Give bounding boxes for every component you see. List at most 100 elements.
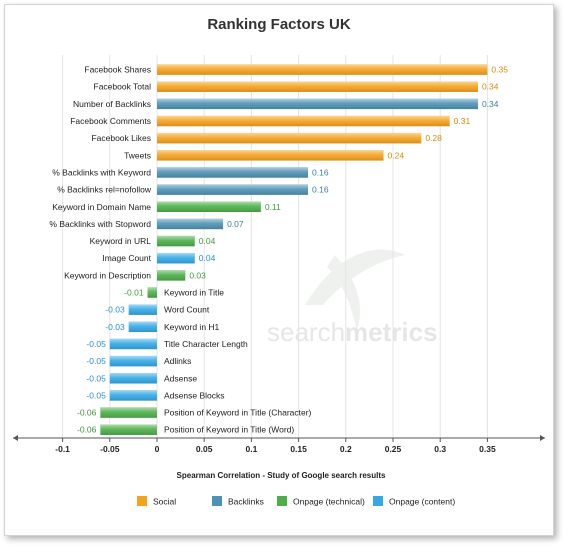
bar-position-of-keyword-in-title-character: Position of Keyword in Title (Character)… <box>77 407 312 418</box>
legend-swatch <box>137 496 147 506</box>
value-label: 0.04 <box>199 253 216 263</box>
bar-facebook-likes: Facebook Likes 0.28 <box>91 132 442 144</box>
legend-label: Social <box>153 497 176 507</box>
bar-gloss <box>157 201 261 213</box>
bar-gloss <box>147 287 157 298</box>
category-label: Facebook Likes <box>91 133 151 143</box>
bar-number-of-backlinks: Number of Backlinks 0.34 <box>73 98 499 110</box>
bar-keyword-in-title: Keyword in Title -0.01 <box>124 287 224 298</box>
value-label: 0.11 <box>265 202 281 212</box>
legend: Social Backlinks Onpage (technical) Onpage … <box>137 496 455 507</box>
legend-swatch <box>373 496 383 506</box>
category-label: Keyword in Domain Name <box>52 202 151 212</box>
bar-gloss <box>157 132 422 144</box>
bar-keyword-in-h1: Keyword in H1 -0.03 <box>105 321 220 333</box>
chart-frame: Ranking Factors UK searchmetrics Faceboo… <box>4 4 554 536</box>
value-label: -0.03 <box>105 305 125 315</box>
bar-gloss <box>157 218 224 230</box>
legend-item-backlinks: Backlinks <box>212 496 264 507</box>
value-label: 0.31 <box>454 116 471 126</box>
gridlines <box>62 55 488 438</box>
watermark-prefix: search <box>267 317 345 347</box>
x-tick-label: 0.3 <box>434 444 446 454</box>
bar-keyword-in-description: Keyword in Description 0.03 <box>64 270 206 281</box>
bar-title-character-length: Title Character Length -0.05 <box>86 338 248 350</box>
value-label: 0.16 <box>312 185 329 195</box>
x-axis: -0.1 -0.05 0 0.05 0.1 0.15 0.2 0.25 0.3 0.35 <box>13 435 545 454</box>
bar-keyword-in-url: Keyword in URL 0.04 <box>90 235 216 247</box>
x-tick-label: -0.05 <box>100 444 120 454</box>
bar-adlinks: Adlinks -0.05 <box>86 355 191 367</box>
category-label: % Backlinks rel=nofollow <box>57 185 152 195</box>
bar-gloss <box>157 167 309 178</box>
bar-gloss <box>157 81 478 92</box>
bar-gloss <box>100 407 157 418</box>
x-tick-label: 0.35 <box>479 444 496 454</box>
bar-position-of-keyword-in-title-word: Position of Keyword in Title (Word) -0.06 <box>77 424 294 435</box>
category-label: Word Count <box>164 305 210 315</box>
watermark-swoosh-2 <box>327 255 361 330</box>
bar-facebook-total: Facebook Total 0.34 <box>94 81 499 92</box>
bar-gloss <box>109 390 157 401</box>
bars: Facebook Shares 0.35 Facebook Total 0.34 Num… <box>49 64 508 435</box>
legend-item-onpage-content: Onpage (content) <box>373 496 455 507</box>
category-label: Adsense Blocks <box>164 390 224 400</box>
bar-backlinks-rel-nofollow: % Backlinks rel=nofollow 0.16 <box>57 184 329 195</box>
bar-gloss <box>109 355 157 367</box>
bar-gloss <box>109 373 157 384</box>
category-label: Position of Keyword in Title (Character) <box>164 408 312 418</box>
value-label: 0.34 <box>482 99 499 109</box>
value-label: 0.35 <box>491 65 508 75</box>
value-label: 0.04 <box>199 236 216 246</box>
value-label: 0.24 <box>388 150 405 160</box>
category-label: % Backlinks with Stopword <box>49 219 151 229</box>
x-tick-label: 0.15 <box>290 444 307 454</box>
bar-image-count: Image Count 0.04 <box>102 252 216 264</box>
category-label: Keyword in Title <box>164 288 224 298</box>
category-label: Facebook Comments <box>70 116 151 126</box>
category-label: Image Count <box>102 253 151 263</box>
bar-gloss <box>128 304 157 315</box>
value-label: 0.16 <box>312 167 329 177</box>
bar-tweets: Tweets 0.24 <box>124 150 404 161</box>
bar-adsense: Adsense -0.05 <box>86 373 197 384</box>
watermark-suffix: metrics <box>345 317 438 347</box>
bar-gloss <box>157 270 186 281</box>
legend-swatch <box>277 496 287 506</box>
watermark-swoosh <box>305 249 405 305</box>
bar-gloss <box>128 321 157 333</box>
category-label: Keyword in Description <box>64 270 151 280</box>
x-tick-label: -0.1 <box>55 444 70 454</box>
legend-label: Onpage (technical) <box>293 497 365 507</box>
legend-item-social: Social <box>137 496 176 507</box>
bar-gloss <box>100 424 157 435</box>
value-label: -0.05 <box>86 390 106 400</box>
x-tick-label: 0 <box>155 444 160 454</box>
bar-gloss <box>157 184 309 195</box>
x-axis-arrow-right <box>540 435 545 441</box>
bar-facebook-shares: Facebook Shares 0.35 <box>84 64 508 75</box>
x-axis-arrow-left <box>13 435 18 441</box>
value-label: -0.05 <box>86 339 106 349</box>
category-label: Adlinks <box>164 356 191 366</box>
bar-backlinks-with-stopword: % Backlinks with Stopword 0.07 <box>49 218 244 230</box>
bar-chart: Ranking Factors UK searchmetrics Faceboo… <box>13 16 545 507</box>
category-label: % Backlinks with Keyword <box>52 167 151 177</box>
x-axis-label: Spearman Correlation - Study of Google s… <box>177 471 386 480</box>
legend-label: Onpage (content) <box>389 497 455 507</box>
value-label: -0.01 <box>124 288 144 298</box>
value-label: -0.03 <box>105 322 125 332</box>
x-tick-label: 0.25 <box>385 444 402 454</box>
category-label: Number of Backlinks <box>73 99 151 109</box>
bar-word-count: Word Count -0.03 <box>105 304 210 315</box>
category-label: Keyword in H1 <box>164 322 220 332</box>
category-label: Facebook Shares <box>84 65 151 75</box>
svg-text:searchmetrics: searchmetrics <box>267 317 438 347</box>
bar-gloss <box>157 150 384 161</box>
value-label: 0.28 <box>425 133 442 143</box>
value-label: -0.05 <box>86 356 106 366</box>
bar-facebook-comments: Facebook Comments 0.31 <box>70 115 471 127</box>
bar-backlinks-with-keyword: % Backlinks with Keyword 0.16 <box>52 167 329 178</box>
category-label: Keyword in URL <box>90 236 152 246</box>
x-tick-label: 0.2 <box>340 444 352 454</box>
